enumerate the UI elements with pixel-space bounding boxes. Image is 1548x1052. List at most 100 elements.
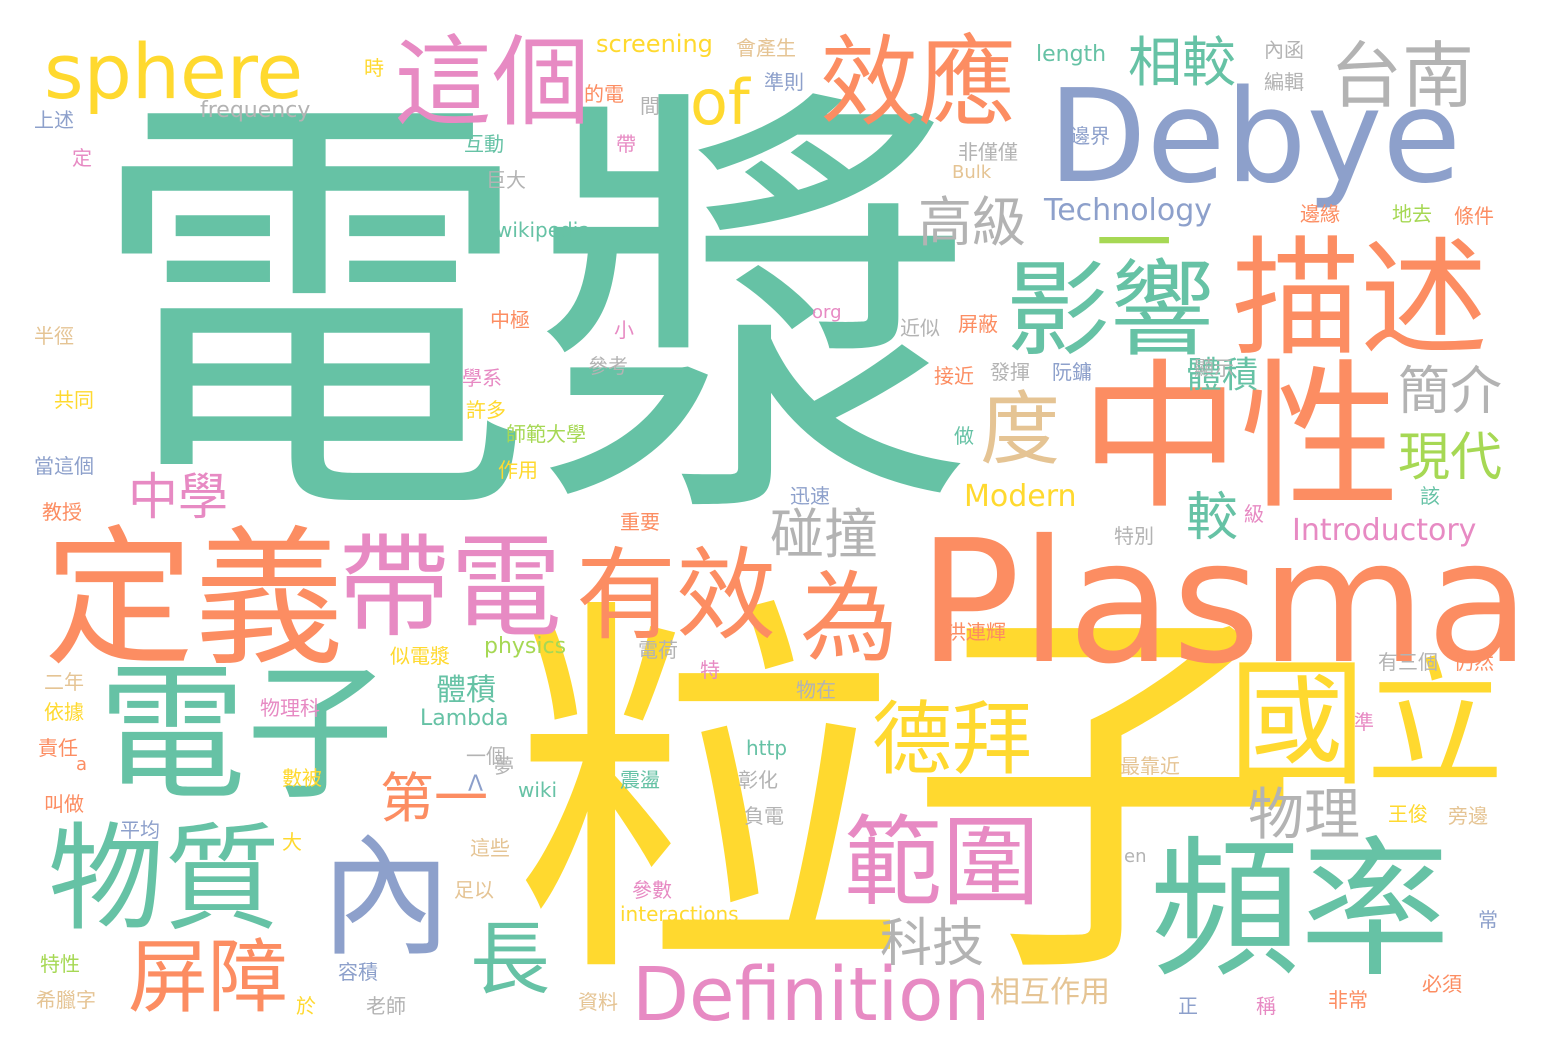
word-dianhe: 電荷 bbox=[638, 638, 678, 662]
word-bulk: Bulk bbox=[952, 162, 992, 183]
word-zhanghua: 彰化 bbox=[738, 768, 778, 792]
word-zhexie: 這些 bbox=[470, 836, 510, 860]
word-zhongxing: 中性 bbox=[1080, 344, 1401, 531]
word-xiaoying: 效應 bbox=[820, 26, 1017, 140]
word-interactions: interactions bbox=[620, 902, 739, 926]
word-feijinjin: 非僅僅 bbox=[958, 140, 1018, 164]
word-shangshu: 上述 bbox=[34, 108, 74, 132]
word-tiji2: 體積 bbox=[436, 673, 496, 708]
word-cankao: 參考 bbox=[588, 354, 628, 378]
word-jiaoshou: 教授 bbox=[42, 500, 82, 524]
word-plasma: Plasma bbox=[918, 504, 1531, 702]
word-ruanyong: 阮鏞 bbox=[1052, 360, 1092, 384]
word-wuli: 物理 bbox=[1248, 783, 1360, 848]
word-laoshi: 老師 bbox=[366, 994, 406, 1018]
word-xiandai: 現代 bbox=[1398, 428, 1503, 488]
word-meng: 夢 bbox=[494, 754, 514, 778]
word-yousange: 有三個 bbox=[1378, 650, 1438, 674]
word-xianghuzuoyong: 相互作用 bbox=[990, 975, 1110, 1010]
word-pingjun: 平均 bbox=[120, 818, 160, 842]
word-jian: 間 bbox=[640, 94, 660, 118]
word-shubei: 數被 bbox=[282, 766, 322, 790]
word-wuzai: 物在 bbox=[796, 678, 836, 702]
word-yiju: 依據 bbox=[44, 700, 84, 724]
word-wikipedia: wikipedia bbox=[496, 218, 591, 242]
word-physics: physics bbox=[484, 634, 567, 659]
word-wiki: wiki bbox=[518, 778, 558, 802]
word-wei: 為 bbox=[800, 562, 899, 676]
word-introductory: Introductory bbox=[1292, 513, 1477, 548]
word-xuduo: 許多 bbox=[466, 398, 506, 422]
word-bianjie: 邊界 bbox=[1070, 124, 1110, 148]
word-tiaojian: 條件 bbox=[1454, 204, 1494, 228]
word-wangjun: 王俊 bbox=[1388, 802, 1428, 826]
word-dingyi: 定義 bbox=[44, 513, 345, 687]
word-dash: 一 bbox=[1096, 199, 1172, 288]
word-gai: 該 bbox=[1420, 484, 1440, 508]
word-zheng: 正 bbox=[1178, 994, 1198, 1018]
word-xiao: 小 bbox=[614, 318, 634, 342]
word-jinsi: 近似 bbox=[900, 316, 940, 340]
word-ji: 級 bbox=[1244, 502, 1264, 526]
word-lam: Λ bbox=[468, 772, 484, 797]
word-shi: 時 bbox=[364, 56, 384, 80]
word-zuoyong: 作用 bbox=[498, 458, 538, 482]
word-debai: 德拜 bbox=[872, 693, 1032, 786]
word-zhongxue: 中學 bbox=[128, 468, 228, 526]
word-zhongji: 中極 bbox=[490, 308, 530, 332]
word-bixu: 必須 bbox=[1422, 972, 1462, 996]
word-definition: Definition bbox=[632, 952, 991, 1038]
word-feichang: 非常 bbox=[1328, 988, 1368, 1012]
word-xunsu: 迅速 bbox=[790, 484, 830, 508]
word-zhenhan: 震盪 bbox=[620, 768, 660, 792]
word-bianji: 編輯 bbox=[1264, 70, 1304, 94]
word-ziliao: 資料 bbox=[578, 990, 618, 1014]
word-tebie: 特別 bbox=[1114, 524, 1154, 548]
word-zuikaojin: 最靠近 bbox=[1120, 754, 1180, 778]
word-yige: 一個 bbox=[466, 744, 506, 768]
word-wuzhi: 物質 bbox=[48, 812, 280, 947]
word-chang: 常 bbox=[1478, 908, 1498, 932]
word-a: a bbox=[76, 754, 88, 775]
word-jiao: 較 bbox=[1186, 488, 1239, 548]
word-zhun: 準 bbox=[1354, 710, 1374, 734]
word-length: length bbox=[1036, 42, 1107, 67]
word-daidian: 帶電 bbox=[338, 523, 562, 653]
word-pingbi: 屏蔽 bbox=[958, 312, 998, 336]
word-youxiao: 有效 bbox=[576, 537, 776, 654]
word-bianyuan: 邊緣 bbox=[1300, 202, 1340, 226]
word-liangnian: 二年 bbox=[44, 670, 84, 694]
word-zhang: 長 bbox=[470, 913, 550, 1006]
word-dianzi: 電子 bbox=[98, 648, 394, 820]
word-juda: 巨大 bbox=[486, 168, 526, 192]
word-fudian: 負電 bbox=[744, 804, 784, 828]
word-zhege: 這個 bbox=[394, 26, 591, 140]
word-dianjiang: 電漿 bbox=[88, 55, 978, 573]
word-rongji: 容積 bbox=[338, 960, 378, 984]
word-pangbian: 旁邊 bbox=[1448, 804, 1488, 828]
word-technology: Technology bbox=[1044, 193, 1213, 228]
word-zuo: 做 bbox=[954, 424, 974, 448]
word-zhongyao: 重要 bbox=[620, 510, 660, 534]
word-xilazi: 希臘字 bbox=[36, 988, 96, 1012]
word-cheng: 稱 bbox=[1256, 994, 1276, 1018]
word-yingxiang: 影響 bbox=[1006, 249, 1215, 371]
word-modern: Modern bbox=[964, 479, 1077, 514]
word-debye: Debye bbox=[1048, 63, 1462, 212]
word-dangzhege: 當這個 bbox=[34, 454, 94, 478]
word-keji: 科技 bbox=[880, 914, 985, 974]
word-jiaozuo: 叫做 bbox=[44, 792, 84, 816]
word-diqu: 地去 bbox=[1392, 202, 1432, 226]
word-hongliantian: 洪連輝 bbox=[946, 620, 1006, 644]
word-http: http bbox=[746, 736, 788, 760]
word-lambda: Lambda bbox=[420, 706, 509, 731]
word-dedian: 的電 bbox=[584, 82, 624, 106]
word-tainan: 台南 bbox=[1330, 34, 1475, 118]
word-shifandaxue: 師範大學 bbox=[506, 422, 586, 446]
word-hudong: 互動 bbox=[464, 132, 504, 156]
word-te: 特 bbox=[700, 658, 720, 682]
word-wulike: 物理科 bbox=[260, 696, 320, 720]
word-yu: 於 bbox=[296, 994, 316, 1018]
word-da: 大 bbox=[282, 830, 302, 854]
